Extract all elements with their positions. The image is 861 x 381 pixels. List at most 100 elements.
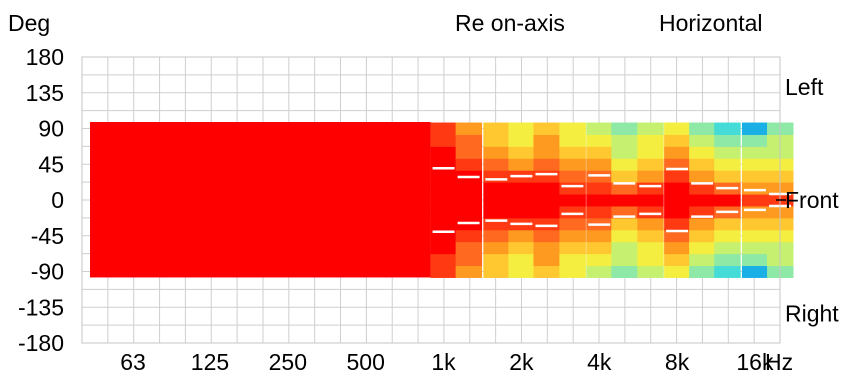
heatmap-cell bbox=[455, 241, 483, 255]
y-tick-labels: 180 135 90 45 0 -45 -90 -135 -180 bbox=[18, 44, 64, 356]
heatmap-cell bbox=[508, 134, 535, 147]
heatmap-cell bbox=[586, 205, 613, 219]
heatmap-cell bbox=[689, 146, 716, 159]
heatmap-cell bbox=[611, 205, 638, 219]
heatmap-cell bbox=[689, 265, 716, 278]
heatmap-cell bbox=[559, 194, 586, 207]
heatmap-cell bbox=[533, 253, 560, 267]
x-tick-label: 125 bbox=[191, 349, 229, 375]
heatmap-cell bbox=[611, 122, 638, 135]
heatmap-cell bbox=[664, 241, 691, 255]
heatmap-cell bbox=[714, 158, 741, 171]
direction-label: Front bbox=[785, 187, 839, 213]
x-tick-label: 8k bbox=[665, 349, 690, 375]
heatmap-cell bbox=[559, 253, 586, 267]
heatmap-cell bbox=[689, 194, 716, 207]
heatmap-cell bbox=[533, 229, 560, 243]
heatmap-cell bbox=[559, 217, 586, 231]
heatmap-cell bbox=[637, 217, 664, 231]
heatmap-cell bbox=[689, 229, 716, 243]
heatmap-cell bbox=[455, 158, 483, 171]
heatmap-cell bbox=[508, 253, 535, 267]
heatmap-cell bbox=[714, 146, 741, 159]
heatmap-cell bbox=[455, 265, 483, 278]
heatmap-cell bbox=[637, 265, 664, 278]
heatmap-cell bbox=[664, 253, 691, 267]
heatmap-cell bbox=[611, 146, 638, 159]
y-tick-label: -45 bbox=[31, 223, 64, 249]
heatmap-cell bbox=[611, 217, 638, 231]
heatmap-cell bbox=[664, 146, 691, 159]
heatmap-cell bbox=[664, 134, 691, 147]
heatmap-cell bbox=[559, 146, 586, 159]
heatmap-cell bbox=[559, 170, 586, 183]
heatmap-cell bbox=[689, 122, 716, 135]
heatmap-cell bbox=[689, 134, 716, 147]
x-tick-label: 4k bbox=[587, 349, 612, 375]
heatmap-cell bbox=[714, 194, 741, 207]
heatmap-cell bbox=[508, 229, 535, 243]
heatmap-cell bbox=[533, 170, 560, 183]
heatmap-cell bbox=[637, 158, 664, 171]
x-tick-label: 63 bbox=[120, 349, 146, 375]
heatmap-cell bbox=[430, 134, 458, 147]
direction-label: Right bbox=[785, 300, 839, 326]
heatmap-cell bbox=[741, 194, 769, 207]
heatmap-cell bbox=[483, 170, 510, 183]
heatmap-cell bbox=[586, 265, 613, 278]
heatmap-cell bbox=[637, 122, 664, 135]
y-tick-label: -180 bbox=[18, 330, 64, 356]
heatmap-cell bbox=[455, 182, 483, 195]
heatmap-cell bbox=[483, 229, 510, 243]
heatmap-cell bbox=[483, 194, 510, 207]
heatmap-cell bbox=[533, 182, 560, 195]
heatmap-cell bbox=[533, 217, 560, 231]
heatmap-cell bbox=[533, 265, 560, 278]
heatmap-low-frequency-region bbox=[90, 122, 431, 278]
heatmap-cell bbox=[508, 182, 535, 195]
heatmap-cell bbox=[586, 194, 613, 207]
heatmap-cell bbox=[637, 241, 664, 255]
heatmap-cell bbox=[689, 182, 716, 195]
heatmap-cell bbox=[741, 253, 769, 267]
heatmap-cell bbox=[689, 241, 716, 255]
heatmap-cell bbox=[430, 241, 458, 255]
heatmap-cell bbox=[714, 253, 741, 267]
heatmap-cell bbox=[586, 241, 613, 255]
x-unit-label: Hz bbox=[765, 349, 793, 375]
heatmap-cell bbox=[508, 122, 535, 135]
heatmap-cell bbox=[483, 205, 510, 219]
y-tick-label: 45 bbox=[38, 151, 64, 177]
heatmap-cell bbox=[508, 205, 535, 219]
heatmap-cell bbox=[533, 205, 560, 219]
heatmap-cell bbox=[430, 182, 458, 195]
heatmap-cells bbox=[90, 122, 794, 278]
heatmap-cell bbox=[559, 229, 586, 243]
heatmap-cell bbox=[741, 205, 769, 219]
heatmap-cell bbox=[430, 265, 458, 278]
y-tick-label: 180 bbox=[26, 44, 64, 70]
heatmap-cell bbox=[714, 229, 741, 243]
heatmap-cell bbox=[664, 182, 691, 195]
heatmap-cell bbox=[741, 134, 769, 147]
heatmap-cell bbox=[664, 122, 691, 135]
heatmap-cell bbox=[714, 134, 741, 147]
heatmap-cell bbox=[455, 122, 483, 135]
heatmap-cell bbox=[637, 229, 664, 243]
heatmap-cell bbox=[689, 158, 716, 171]
heatmap-cell bbox=[637, 134, 664, 147]
heatmap-cell bbox=[455, 134, 483, 147]
heatmap-cell bbox=[689, 217, 716, 231]
heatmap-cell bbox=[508, 265, 535, 278]
chart-subtitle: Re on-axis bbox=[455, 10, 565, 36]
heatmap-cell bbox=[611, 158, 638, 171]
heatmap-cell bbox=[483, 146, 510, 159]
x-tick-labels: 63 125 250 500 1k 2k 4k 8k 16k bbox=[120, 349, 774, 375]
direction-labels: Left Front Right bbox=[776, 74, 839, 326]
heatmap-cell bbox=[559, 241, 586, 255]
heatmap-cell bbox=[559, 134, 586, 147]
heatmap-cell bbox=[741, 122, 769, 135]
heatmap-cell bbox=[455, 194, 483, 207]
heatmap-cell bbox=[430, 205, 458, 219]
